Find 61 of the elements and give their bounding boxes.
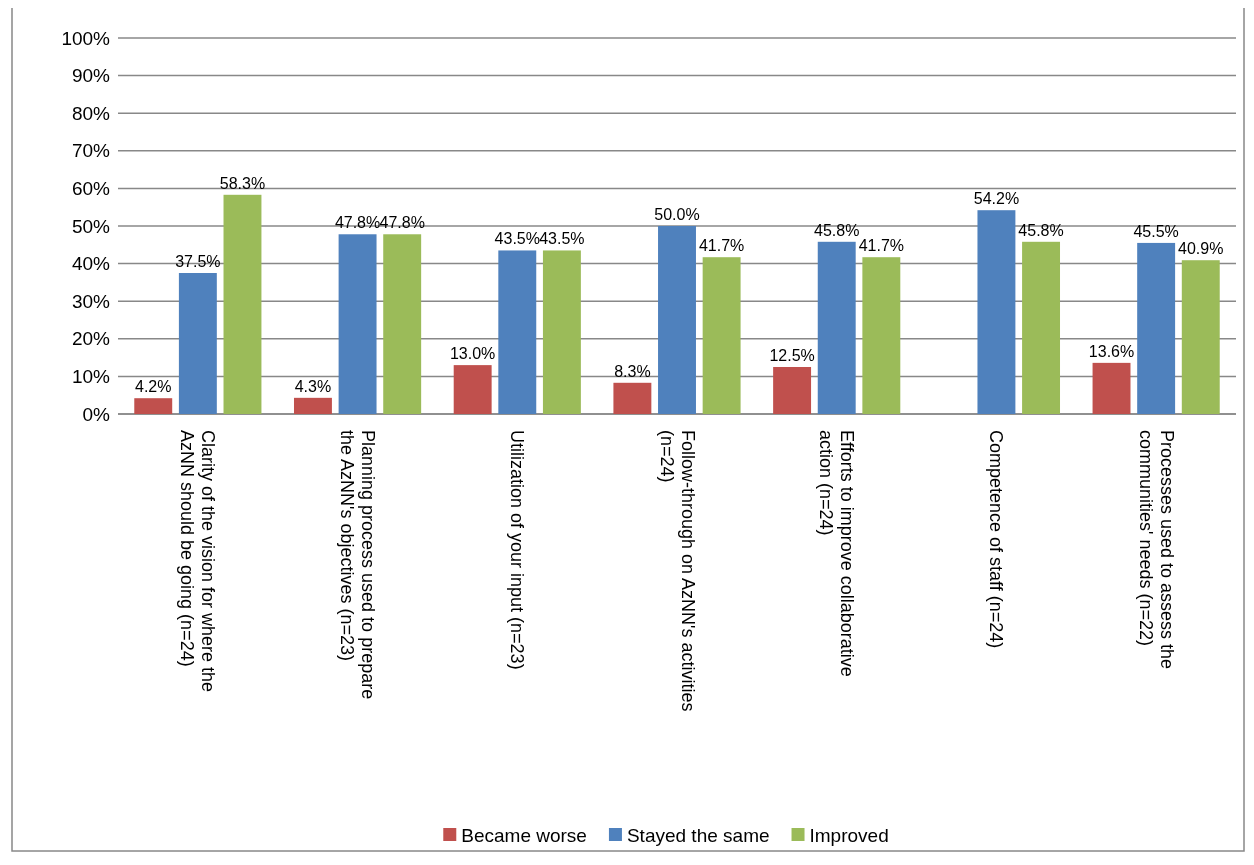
data-label: 45.8% bbox=[814, 221, 860, 239]
data-label: 54.2% bbox=[973, 190, 1020, 208]
bar bbox=[134, 398, 173, 414]
bar bbox=[658, 226, 696, 414]
data-label: 43.5% bbox=[494, 230, 540, 248]
x-tick-label: Competence of staff (n=24) bbox=[986, 430, 1007, 649]
data-label: 13.0% bbox=[449, 345, 496, 363]
bar bbox=[383, 234, 422, 414]
data-label: 4.2% bbox=[135, 378, 172, 396]
y-tick-label: 100% bbox=[61, 27, 111, 49]
y-tick-label: 90% bbox=[71, 65, 111, 87]
x-tick-label: Processes used to assess the communities' needs (n=22) bbox=[1135, 430, 1177, 670]
data-label: 45.5% bbox=[1133, 222, 1179, 240]
data-label: 45.8% bbox=[1018, 221, 1064, 239]
bar bbox=[453, 365, 492, 414]
data-label: 37.5% bbox=[175, 253, 221, 270]
x-tick-label: Utilization of your input (n=23) bbox=[507, 430, 528, 670]
y-tick-label: 10% bbox=[71, 366, 111, 388]
bar bbox=[773, 367, 812, 414]
bar bbox=[1181, 260, 1220, 414]
y-tick-label: 40% bbox=[71, 253, 111, 275]
bar bbox=[862, 257, 901, 414]
bar bbox=[702, 257, 741, 414]
x-tick-label: Planning process used to prepare the AzNN's objectives (n=23) bbox=[337, 430, 379, 700]
data-label: 12.5% bbox=[769, 347, 815, 364]
y-tick-label: 20% bbox=[71, 328, 111, 350]
y-tick-label: 50% bbox=[71, 215, 111, 237]
bar bbox=[178, 273, 217, 414]
data-label: 47.8% bbox=[334, 214, 381, 232]
data-label: 40.9% bbox=[1178, 240, 1224, 258]
bar bbox=[293, 397, 332, 414]
data-label: 58.3% bbox=[219, 174, 266, 192]
bar bbox=[613, 382, 652, 414]
y-tick-label: 60% bbox=[71, 178, 111, 200]
data-label: 4.3% bbox=[294, 377, 332, 395]
bar bbox=[338, 234, 377, 414]
legend-label: Improved bbox=[809, 824, 889, 846]
data-label: 50.0% bbox=[654, 206, 700, 223]
data-label: 41.7% bbox=[858, 237, 905, 255]
bar bbox=[817, 241, 856, 414]
data-label: 13.6% bbox=[1088, 342, 1135, 360]
data-label: 43.5% bbox=[539, 230, 585, 248]
bar bbox=[1022, 241, 1061, 414]
data-label: 8.3% bbox=[614, 362, 651, 380]
bar bbox=[223, 194, 262, 414]
data-label: 41.7% bbox=[698, 237, 745, 255]
y-tick-label: 30% bbox=[71, 290, 111, 312]
y-tick-label: 0% bbox=[82, 403, 111, 425]
bar bbox=[542, 250, 581, 414]
y-tick-label: 80% bbox=[71, 102, 111, 124]
data-label: 47.8% bbox=[379, 214, 425, 232]
legend-label: Stayed the same bbox=[626, 824, 770, 846]
legend-label: Became worse bbox=[461, 824, 587, 846]
x-tick-label: Efforts to improve collaborative action (n=24) bbox=[816, 430, 858, 677]
bar bbox=[977, 210, 1016, 414]
x-tick-label: Follow-through on AzNN's activities (n=24) bbox=[656, 430, 698, 712]
y-tick-label: 70% bbox=[71, 140, 111, 162]
x-tick-label: Clarity of the vision for where the AzNN should be going (n=24) bbox=[177, 430, 219, 693]
bar bbox=[1137, 242, 1176, 414]
bar bbox=[1092, 362, 1131, 414]
bar bbox=[498, 250, 537, 414]
